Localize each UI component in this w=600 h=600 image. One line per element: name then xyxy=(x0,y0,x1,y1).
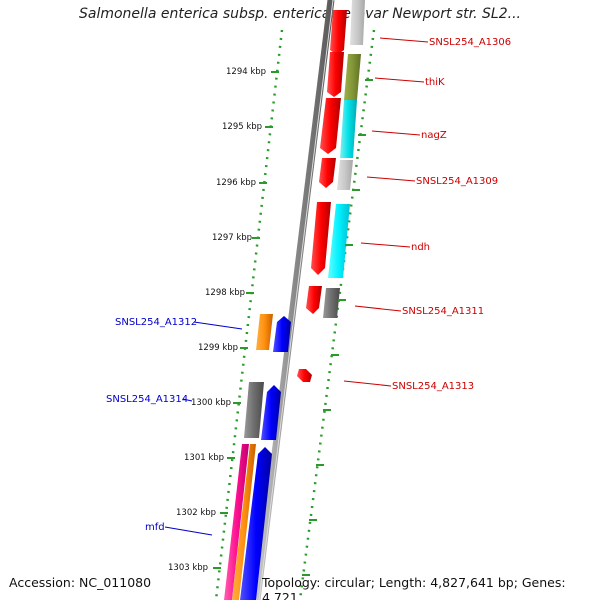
gene-label-mfd[interactable]: mfd xyxy=(145,522,165,533)
genome-backbone xyxy=(253,0,335,600)
gene-SNSL254_A1309-arrow[interactable] xyxy=(319,158,336,188)
gene-label-SNSL254_A1313[interactable]: SNSL254_A1313 xyxy=(392,381,474,392)
ruler-label: 1295 kbp xyxy=(222,122,262,132)
ruler-label: 1300 kbp xyxy=(191,398,231,408)
gene-SNSL254_A1306-arrow[interactable] xyxy=(330,10,347,55)
gene-SNSL254_A1313-arrow[interactable] xyxy=(297,369,312,382)
gene-thiK-arrow[interactable] xyxy=(327,52,344,97)
reverse-label-connectors xyxy=(164,321,243,536)
ruler-ticks xyxy=(213,71,373,576)
gene-label-SNSL254_A1306[interactable]: SNSL254_A1306 xyxy=(429,37,511,48)
genome-title: Salmonella enterica subsp. enterica sero… xyxy=(79,6,521,22)
gene-nagZ-block[interactable] xyxy=(340,100,357,158)
gene-label-SNSL254_A1309[interactable]: SNSL254_A1309 xyxy=(416,176,498,187)
gene-label-SNSL254_A1311[interactable]: SNSL254_A1311 xyxy=(402,306,484,317)
topology-summary-text: Topology: circular; Length: 4,827,641 bp… xyxy=(262,575,566,600)
ruler-label: 1299 kbp xyxy=(198,343,238,353)
ruler-label: 1298 kbp xyxy=(205,288,245,298)
gene-ndh-block[interactable] xyxy=(328,204,350,278)
ruler-label: 1303 kbp xyxy=(168,563,208,573)
gene-SNSL254_A1311-arrow[interactable] xyxy=(306,286,322,314)
forward-genes xyxy=(297,0,365,382)
gene-label-nagZ[interactable]: nagZ xyxy=(421,130,447,141)
gene-grey-block-1[interactable] xyxy=(350,0,365,45)
gene-label-thiK[interactable]: thiK xyxy=(425,77,445,88)
gene-label-ndh[interactable]: ndh xyxy=(411,242,430,253)
ruler-label: 1296 kbp xyxy=(216,178,256,188)
forward-gene-labels: SNSL254_A1306 thiK nagZ SNSL254_A1309 nd… xyxy=(392,37,511,392)
ruler-label: 1297 kbp xyxy=(212,233,252,243)
accession-text: Accession: NC_011080 xyxy=(9,575,152,590)
gene-SNSL254_A1309-block[interactable] xyxy=(337,160,353,190)
ruler-label: 1302 kbp xyxy=(176,508,216,518)
gene-label-SNSL254_A1314[interactable]: SNSL254_A1314 xyxy=(106,394,188,405)
genome-backbone-highlight xyxy=(258,0,334,600)
forward-label-connectors xyxy=(343,37,429,387)
gene-mfd-pink-block[interactable] xyxy=(224,444,249,600)
gene-SNSL254_A1311-block[interactable] xyxy=(323,288,340,318)
ruler-label: 1301 kbp xyxy=(184,453,224,463)
reverse-gene-labels: SNSL254_A1312 SNSL254_A1314 mfd xyxy=(106,317,197,533)
gene-SNSL254_A1312-block[interactable] xyxy=(256,314,273,350)
gene-nagZ-arrow[interactable] xyxy=(320,98,341,154)
gene-SNSL254_A1314-arrow[interactable] xyxy=(261,385,281,440)
gene-mfd-arrow[interactable] xyxy=(240,447,272,600)
gene-thiK-block[interactable] xyxy=(344,54,361,100)
gene-ndh-arrow[interactable] xyxy=(311,202,331,275)
gene-mfd-orange-block[interactable] xyxy=(232,444,256,600)
ruler-labels: 1294 kbp 1295 kbp 1296 kbp 1297 kbp 1298… xyxy=(168,67,266,573)
reverse-genes xyxy=(224,314,291,600)
ruler-label: 1294 kbp xyxy=(226,67,266,77)
gene-SNSL254_A1314-block[interactable] xyxy=(244,382,264,438)
gene-SNSL254_A1312-arrow[interactable] xyxy=(273,316,291,352)
gene-label-SNSL254_A1312[interactable]: SNSL254_A1312 xyxy=(115,317,197,328)
